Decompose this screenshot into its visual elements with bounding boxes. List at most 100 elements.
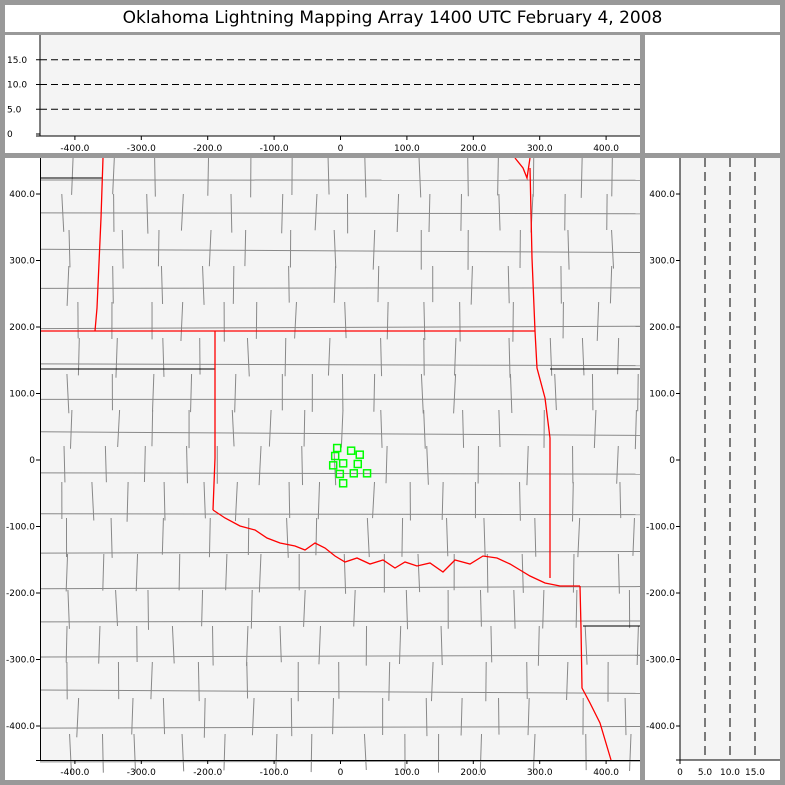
histogram-panel-empty [645, 35, 780, 153]
y-tick-label: 100.0 [649, 390, 675, 400]
county-line [101, 733, 104, 773]
y-tick-label: -200.0 [646, 589, 675, 599]
county-line [385, 445, 388, 484]
county-line [521, 553, 524, 593]
y-tick-label: 0 [669, 456, 675, 466]
county-line [39, 654, 641, 658]
county-line [317, 481, 321, 520]
y-tick-label: 200.0 [649, 323, 675, 333]
county-line [453, 373, 457, 414]
county-line [470, 265, 473, 305]
county-line [619, 481, 622, 519]
county-line [146, 193, 149, 234]
county-line [71, 157, 74, 195]
county-line [230, 193, 233, 233]
county-line [63, 445, 66, 483]
county-line [344, 301, 347, 339]
county-line [454, 337, 457, 376]
x-tick-label: -400.0 [60, 144, 89, 153]
county-line [440, 625, 443, 666]
county-line [333, 229, 337, 269]
county-line [203, 697, 206, 738]
county-line [498, 409, 501, 448]
x-tick-label: -400.0 [60, 768, 89, 778]
x-tick-label: -300.0 [127, 144, 156, 153]
county-line [143, 445, 146, 483]
y-tick-label: -300.0 [6, 656, 35, 666]
x-tick-label: -100.0 [260, 144, 289, 153]
county-line [246, 337, 250, 377]
county-line [234, 373, 237, 413]
county-line [462, 409, 465, 448]
county-line [39, 725, 641, 729]
county-line [634, 409, 637, 450]
county-line [441, 481, 444, 520]
county-line [303, 589, 306, 627]
county-line [571, 481, 574, 522]
lma-station-marker [353, 459, 363, 469]
county-line [244, 229, 247, 267]
county-line [611, 229, 615, 269]
county-line [197, 661, 200, 702]
county-line [121, 229, 124, 269]
county-line [39, 287, 641, 289]
county-line [616, 445, 619, 484]
chart-title: Oklahoma Lightning Mapping Array 1400 UT… [5, 5, 780, 32]
y-tick-label: 15.0 [7, 56, 27, 66]
county-line [459, 301, 461, 342]
county-line [301, 445, 304, 486]
county-line [315, 517, 318, 556]
county-line [366, 517, 370, 558]
county-line [162, 697, 166, 735]
county-line [430, 661, 434, 702]
county-line [231, 409, 235, 447]
county-line [76, 697, 80, 738]
county-line [426, 445, 429, 485]
state-border-red [212, 331, 216, 511]
altitude-vs-y-panel: 400.0 300.0 200.0 100.0 0 -100.0 -200.0 -300.0 -… [645, 158, 780, 780]
county-line [327, 157, 330, 195]
county-line [486, 553, 489, 593]
county-line [314, 193, 318, 231]
state-border-red [212, 509, 580, 587]
county-line [104, 445, 107, 483]
county-line [572, 553, 575, 593]
county-line [163, 481, 166, 521]
county-line [577, 517, 581, 558]
y-tick-label: 200.0 [9, 323, 35, 333]
county-line [333, 265, 337, 303]
county-line [372, 481, 375, 519]
county-line [39, 212, 641, 215]
county-line [39, 431, 641, 436]
altitude-vs-x-panel: -400.0 -300.0 -200.0 -100.0 0 100.0 200.0 300.0… [5, 35, 640, 154]
x-tick-label: 10.0 [720, 768, 740, 778]
county-line [340, 409, 344, 448]
county-line [417, 553, 421, 593]
county-line [479, 589, 482, 627]
county-line [234, 481, 238, 522]
county-line [147, 589, 150, 630]
county-line [490, 625, 493, 663]
county-line [636, 625, 639, 666]
county-line [637, 373, 639, 412]
y-tick-label: -400.0 [646, 722, 675, 732]
county-line [112, 157, 115, 195]
county-line [532, 733, 536, 773]
county-line [69, 409, 73, 449]
plan-view-map-panel: -400.0 -300.0 -200.0 -100.0 0 100.0 200.0 300.0… [5, 157, 641, 780]
county-line [246, 661, 249, 699]
county-line [303, 409, 306, 447]
county-line [380, 337, 383, 377]
county-line [575, 589, 578, 628]
x-tick-label: 200.0 [460, 768, 486, 778]
county-line [388, 661, 391, 701]
county-line [223, 733, 226, 771]
x-tick-label: 300.0 [527, 144, 553, 153]
county-line [567, 229, 570, 270]
county-line [203, 481, 206, 519]
county-line [373, 373, 376, 412]
county-line [519, 481, 521, 521]
county-line [460, 697, 463, 736]
x-tick-label: 5.0 [698, 768, 713, 778]
altitude-y-plot: 400.0 300.0 200.0 100.0 0 -100.0 -200.0 -300.0 -… [646, 158, 780, 778]
